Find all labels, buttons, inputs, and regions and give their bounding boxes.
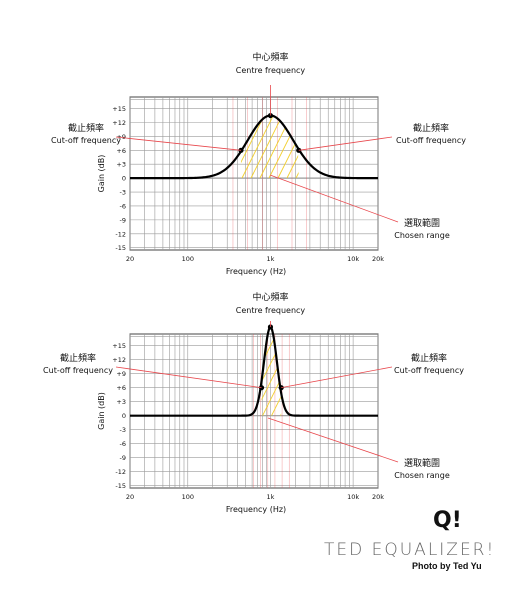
x-axis-title: Frequency (Hz) xyxy=(226,505,286,514)
y-tick-label: -9 xyxy=(120,216,126,224)
cutoff-right-label-zh: 截止頻率 xyxy=(411,352,447,364)
hatch-line xyxy=(262,335,282,416)
x-tick-label: 100 xyxy=(182,493,194,501)
range-pointer xyxy=(269,174,399,223)
y-tick-label: +12 xyxy=(112,119,126,127)
y-tick-label: +15 xyxy=(112,105,126,113)
y-tick-label: -12 xyxy=(115,230,126,238)
hatch-line xyxy=(241,115,283,179)
y-tick-label: +12 xyxy=(112,356,126,364)
cutoff-pointer-left xyxy=(115,366,262,389)
plot-frame xyxy=(129,96,379,251)
eq-curve xyxy=(130,114,379,180)
brand-logo: Q! xyxy=(433,508,462,533)
y-tick-label: +9 xyxy=(116,370,126,378)
x-tick-label: 20 xyxy=(126,493,134,501)
x-axis-title: Frequency (Hz) xyxy=(226,267,286,276)
range-label-zh: 選取範圍 xyxy=(404,457,440,469)
cutoff-pointer-right xyxy=(298,136,393,151)
range-pointer xyxy=(267,417,399,463)
cutoff-right-label-en: Cut-off frequency xyxy=(394,366,464,375)
hatch-line xyxy=(250,115,292,179)
y-tick-label: +6 xyxy=(116,384,126,392)
y-axis-title: Gain (dB) xyxy=(97,392,106,430)
y-tick-label: +6 xyxy=(116,147,126,155)
photo-credit: Photo by Ted Yu xyxy=(412,561,482,571)
x-tick-label: 1k xyxy=(266,493,274,501)
y-tick-label: 0 xyxy=(122,412,126,420)
cutoff-right-label-zh: 截止頻率 xyxy=(413,122,449,134)
hatch-line xyxy=(261,335,282,416)
x-tick-label: 20k xyxy=(372,255,384,263)
centre-label-zh: 中心頻率 xyxy=(252,51,288,63)
y-tick-label: -6 xyxy=(120,440,126,448)
cutoff-pointer-left xyxy=(115,136,242,151)
y-tick-label: -12 xyxy=(115,468,126,476)
cutoff-left-label-en: Cut-off frequency xyxy=(43,366,113,375)
centre-label-en: Centre frequency xyxy=(236,66,306,75)
cutoff-left-label-en: Cut-off frequency xyxy=(51,136,121,145)
hatch-line xyxy=(286,115,299,179)
hatch-line xyxy=(268,115,299,179)
y-tick-label: +3 xyxy=(116,398,126,406)
y-tick-label: +15 xyxy=(112,342,126,350)
cutoff-right-label-en: Cut-off frequency xyxy=(396,136,466,145)
y-tick-label: +3 xyxy=(116,161,126,169)
range-label-zh: 選取範圍 xyxy=(404,217,440,229)
x-tick-label: 100 xyxy=(182,255,194,263)
hatch-line xyxy=(240,115,274,179)
centre-label-en: Centre frequency xyxy=(236,306,306,315)
brand-title: TED EQUALIZER! xyxy=(324,540,496,560)
hatch-line xyxy=(261,335,276,416)
cutoff-pointer-right xyxy=(281,366,393,389)
range-label-en: Chosen range xyxy=(394,231,450,240)
y-tick-label: -15 xyxy=(115,244,126,252)
range-label-en: Chosen range xyxy=(394,471,450,480)
x-tick-label: 1k xyxy=(266,255,274,263)
y-tick-label: -3 xyxy=(120,189,126,197)
hatch-line xyxy=(259,115,299,179)
hatch-line xyxy=(271,335,282,416)
x-tick-label: 20k xyxy=(372,493,384,501)
y-tick-label: 0 xyxy=(122,175,126,183)
eq-curve xyxy=(130,326,378,417)
y-tick-label: -15 xyxy=(115,482,126,490)
centre-label-zh: 中心頻率 xyxy=(252,291,288,303)
cutoff-left-label-zh: 截止頻率 xyxy=(68,122,104,134)
y-axis-title: Gain (dB) xyxy=(97,155,106,193)
x-tick-label: 10k xyxy=(347,255,359,263)
y-tick-label: +9 xyxy=(116,133,126,141)
y-tick-label: -3 xyxy=(120,426,126,434)
y-tick-label: -9 xyxy=(120,454,126,462)
cutoff-left-label-zh: 截止頻率 xyxy=(60,352,96,364)
y-tick-label: -6 xyxy=(120,202,126,210)
x-tick-label: 10k xyxy=(347,493,359,501)
x-tick-label: 20 xyxy=(126,255,134,263)
